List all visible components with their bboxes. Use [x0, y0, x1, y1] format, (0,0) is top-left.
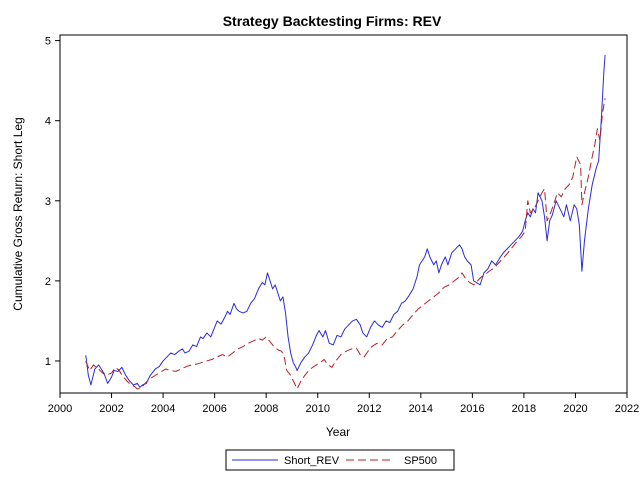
x-tick-label: 2004 [151, 403, 175, 415]
x-tick-label: 2002 [99, 403, 123, 415]
x-tick-label: 2010 [305, 403, 329, 415]
x-axis-label: Year [326, 425, 350, 439]
x-tick-label: 2018 [512, 403, 536, 415]
series-line-sp500 [85, 98, 606, 390]
y-axis: 1 2 3 4 5 [45, 36, 60, 368]
series-line-short-rev [85, 54, 606, 388]
x-tick-label: 2006 [202, 403, 226, 415]
y-tick-label: 5 [45, 36, 51, 48]
y-tick-label: 4 [45, 116, 51, 128]
x-tick-label: 2014 [409, 403, 433, 415]
legend-label-short-rev: Short_REV [284, 455, 340, 467]
y-tick-label: 3 [45, 196, 51, 208]
x-axis: 2000 2002 2004 2006 2008 2010 2012 2014 2016 2018… [48, 393, 639, 415]
x-tick-label: 2022 [615, 403, 639, 415]
x-tick-label: 2016 [460, 403, 484, 415]
y-tick-label: 1 [45, 356, 51, 368]
legend: Short_REV SP500 [225, 449, 455, 471]
plot-frame [59, 34, 628, 394]
x-tick-label: 2008 [254, 403, 278, 415]
series-layer [85, 54, 606, 390]
legend-box [225, 449, 455, 471]
y-axis-label: Cumulative Gross Return: Short Leg [11, 117, 25, 310]
x-tick-label: 2020 [563, 403, 587, 415]
chart-title: Strategy Backtesting Firms: REV [223, 13, 442, 29]
y-tick-label: 2 [45, 276, 51, 288]
legend-label-sp500: SP500 [404, 455, 437, 467]
x-tick-label: 2012 [357, 403, 381, 415]
x-tick-label: 2000 [48, 403, 72, 415]
